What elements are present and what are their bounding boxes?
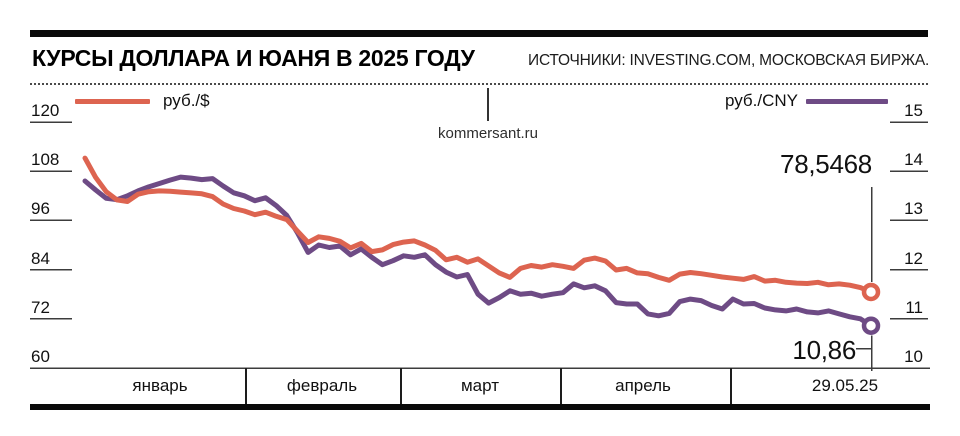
y-right-tick-14: 14 [904, 150, 923, 170]
month-divider [245, 368, 247, 404]
usd-line [82, 155, 874, 295]
cny-last-value-label: 10,86 [792, 335, 856, 365]
y-left-tick-60: 60 [31, 347, 50, 366]
y-left-tick-84: 84 [31, 248, 50, 268]
watermark-text: kommersant.ru [437, 125, 539, 142]
y-right-tick-13: 13 [904, 199, 923, 219]
month-divider [560, 368, 562, 404]
y-left-tick-120: 120 [31, 101, 60, 120]
y-right-tick-12: 12 [904, 248, 923, 268]
usd-endpoint-marker [861, 282, 881, 302]
x-axis-label-1: январь [132, 376, 188, 395]
y-left-tick-72: 72 [31, 297, 50, 317]
usd-last-value-label: 78,5468 [780, 149, 872, 179]
sources-note: ИСТОЧНИКИ: INVESTING.COM, МОСКОВСКАЯ БИР… [528, 52, 930, 69]
cny-legend-swatch [806, 99, 888, 104]
cny-legend-label: руб./CNY [724, 91, 798, 110]
x-axis-label-4: апрель [615, 376, 671, 395]
y-left-tick-96: 96 [31, 199, 50, 219]
bottom-rule [30, 404, 930, 410]
x-axis-label-5: 29.05.25 [811, 376, 879, 395]
dotted-divider [30, 83, 930, 85]
y-left-tick-108: 108 [31, 150, 60, 170]
x-axis-label-2: февраль [286, 376, 358, 395]
month-divider [400, 368, 402, 404]
usd-legend-swatch [75, 99, 150, 104]
x-axis-label-3: март [460, 376, 500, 395]
y-right-tick-11: 11 [905, 297, 923, 317]
usd-legend-label: руб./$ [163, 91, 210, 110]
page-title: КУРСЫ ДОЛЛАРА И ЮАНЯ В 2025 ГОДУ [32, 45, 475, 71]
cny-line [82, 174, 874, 329]
cny-endpoint-marker [861, 316, 881, 335]
y-right-tick-15: 15 [904, 101, 923, 120]
month-divider [730, 368, 732, 404]
y-right-tick-10: 10 [904, 347, 923, 366]
top-rule [30, 30, 928, 37]
watermark-divider [487, 88, 489, 121]
